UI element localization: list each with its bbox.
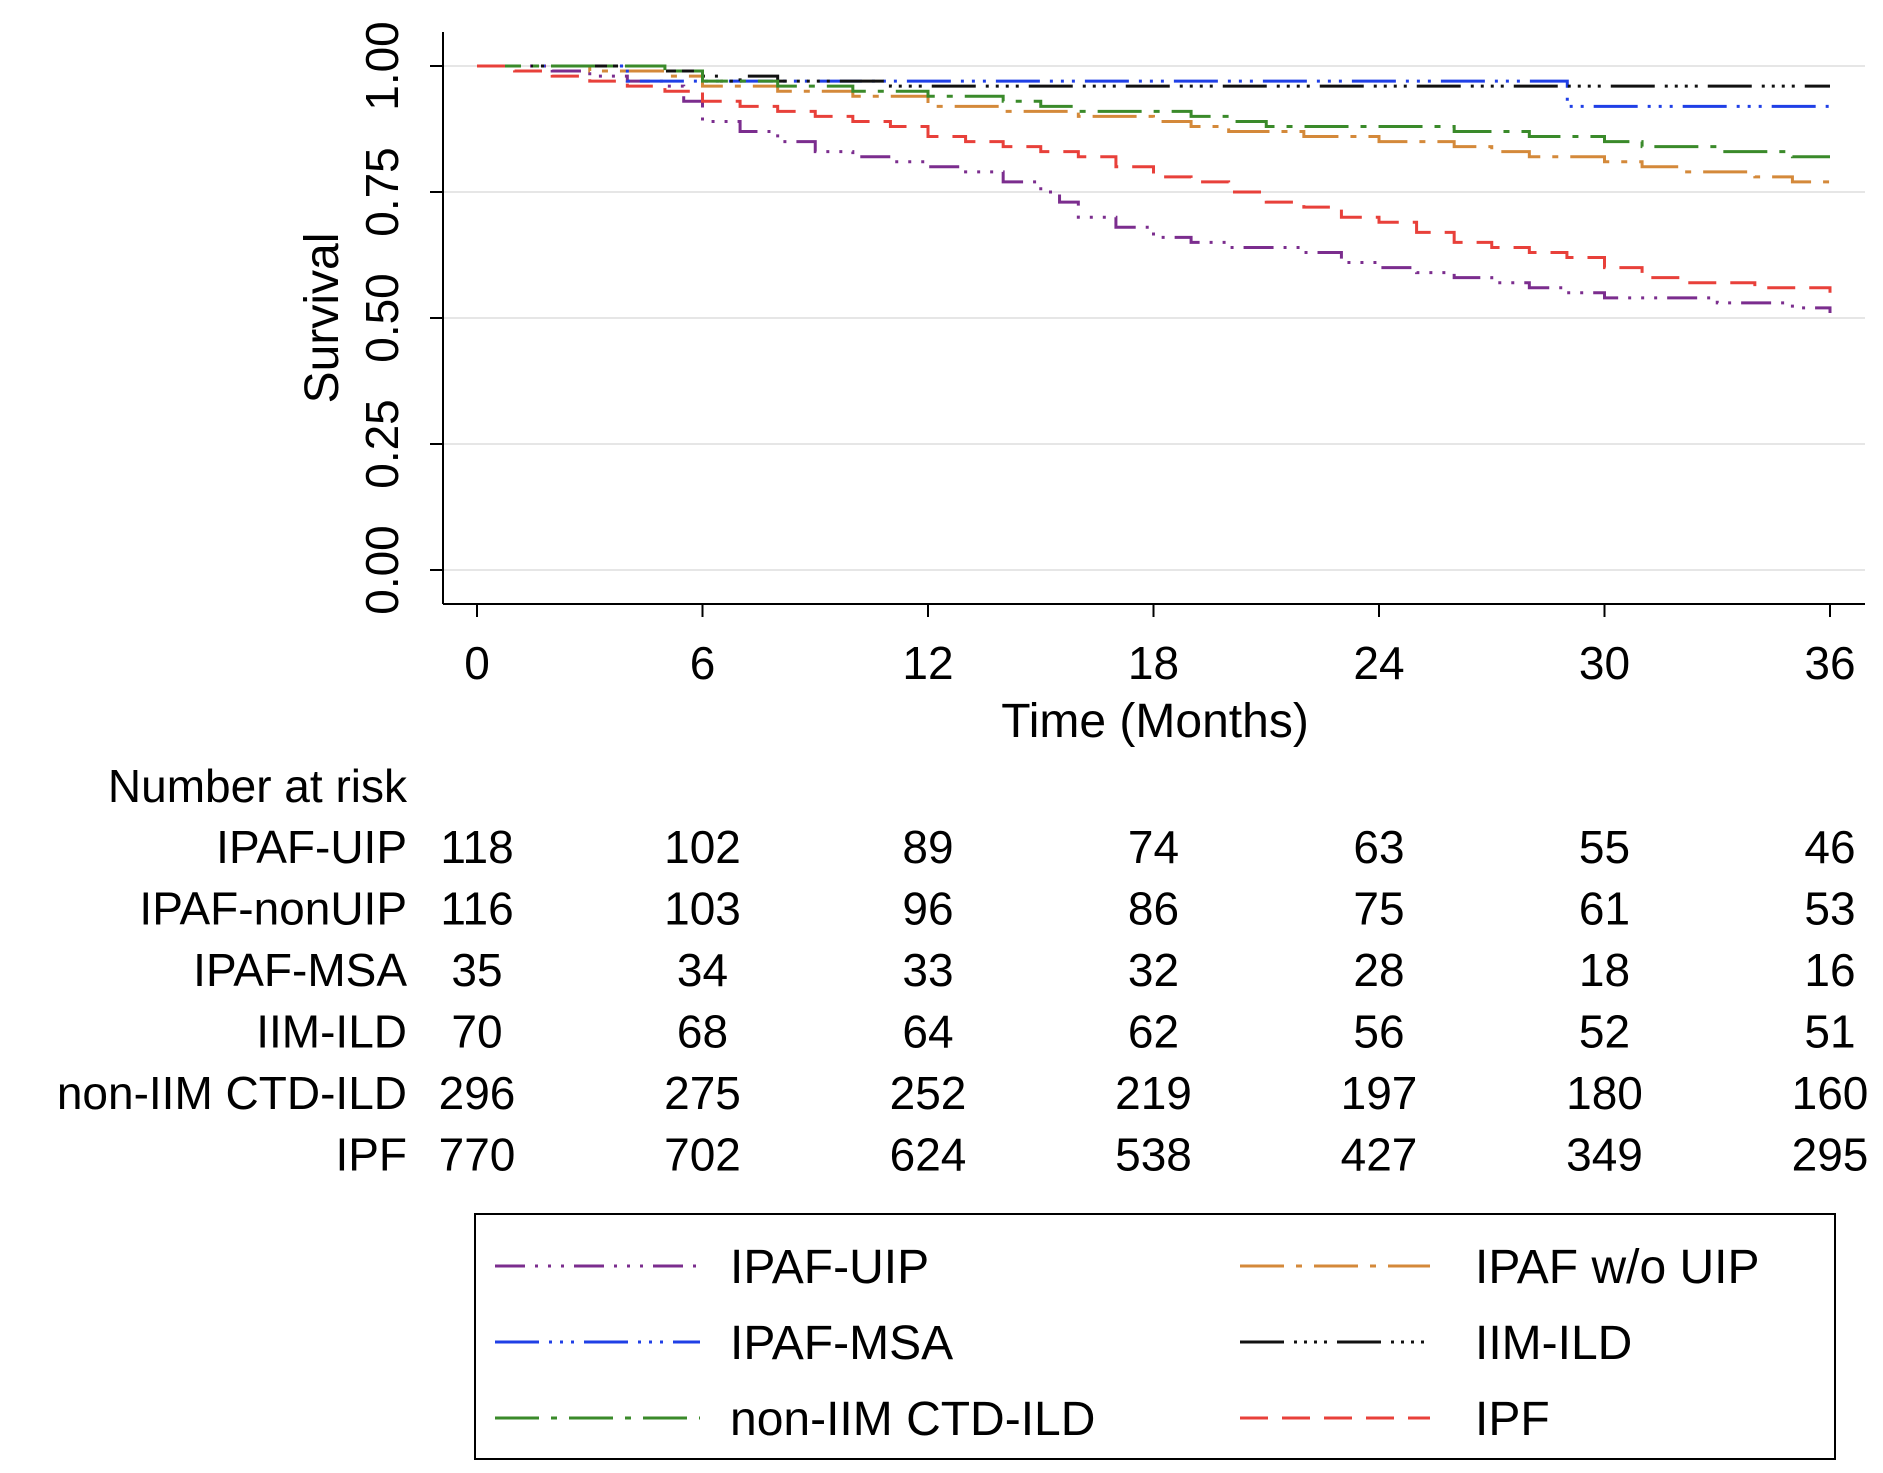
risk-row-label-2: IPAF-MSA — [193, 944, 407, 996]
legend-label-4: non-IIM CTD-ILD — [730, 1393, 1095, 1446]
risk-value-4-3: 219 — [1115, 1067, 1192, 1119]
risk-value-5-2: 624 — [890, 1129, 967, 1181]
risk-value-0-2: 89 — [902, 821, 953, 873]
number-at-risk-table: Number at risk IPAF-UIP 118 102 89 74 63 55 46 I… — [57, 760, 1869, 1181]
curve-ipaf-uip — [477, 64, 1832, 313]
risk-value-5-3: 538 — [1115, 1129, 1192, 1181]
legend-label-3: IIM-ILD — [1475, 1317, 1632, 1370]
risk-value-4-1: 275 — [664, 1067, 741, 1119]
risk-value-2-0: 35 — [451, 944, 502, 996]
risk-value-0-3: 74 — [1128, 821, 1179, 873]
risk-value-0-6: 46 — [1804, 821, 1855, 873]
x-tick-label-0: 0 — [464, 637, 490, 689]
x-tick-label-2: 12 — [902, 637, 953, 689]
legend-label-2: IPAF-MSA — [730, 1317, 953, 1370]
risk-value-2-4: 28 — [1353, 944, 1404, 996]
x-tick-label-1: 6 — [690, 637, 716, 689]
y-tick-label-0: 0.00 — [356, 525, 408, 615]
x-tick-label-6: 36 — [1804, 637, 1855, 689]
curve-ipaf-w-o-uip — [477, 64, 1832, 187]
y-ticks: 0.00 0.25 0.50 0.75 1.00 — [356, 21, 443, 615]
risk-value-2-1: 34 — [677, 944, 728, 996]
risk-value-5-6: 295 — [1792, 1129, 1869, 1181]
legend-box — [474, 1213, 1836, 1460]
risk-value-0-5: 55 — [1579, 821, 1630, 873]
risk-table-title: Number at risk — [108, 760, 408, 812]
risk-value-4-5: 180 — [1566, 1067, 1643, 1119]
risk-value-4-0: 296 — [439, 1067, 516, 1119]
y-tick-label-4: 1.00 — [356, 21, 408, 111]
risk-value-2-2: 33 — [902, 944, 953, 996]
risk-value-2-5: 18 — [1579, 944, 1630, 996]
risk-value-1-6: 53 — [1804, 883, 1855, 935]
risk-row-label-0: IPAF-UIP — [216, 821, 407, 873]
risk-value-1-2: 96 — [902, 883, 953, 935]
legend-label-1: IPAF w/o UIP — [1475, 1241, 1760, 1294]
curve-ipf — [477, 64, 1832, 293]
risk-value-3-4: 56 — [1353, 1006, 1404, 1058]
risk-row-label-3: IIM-ILD — [256, 1006, 407, 1058]
x-tick-label-5: 30 — [1579, 637, 1630, 689]
x-tick-label-4: 24 — [1353, 637, 1404, 689]
risk-value-3-5: 52 — [1579, 1006, 1630, 1058]
risk-value-5-0: 770 — [439, 1129, 516, 1181]
risk-value-4-2: 252 — [890, 1067, 967, 1119]
y-tick-label-2: 0.50 — [356, 273, 408, 363]
x-tick-label-3: 18 — [1128, 637, 1179, 689]
survival-curves — [477, 64, 1832, 313]
y-axis-title: Survival — [296, 233, 349, 404]
risk-value-2-3: 32 — [1128, 944, 1179, 996]
gridlines — [444, 65, 1865, 571]
risk-row-label-1: IPAF-nonUIP — [139, 883, 407, 935]
legend-label-0: IPAF-UIP — [730, 1241, 929, 1294]
risk-value-1-1: 103 — [664, 883, 741, 935]
risk-value-0-4: 63 — [1353, 821, 1404, 873]
y-tick-label-1: 0.25 — [356, 399, 408, 489]
risk-value-5-5: 349 — [1566, 1129, 1643, 1181]
risk-row-label-4: non-IIM CTD-ILD — [57, 1067, 407, 1119]
risk-value-0-1: 102 — [664, 821, 741, 873]
risk-value-5-4: 427 — [1341, 1129, 1418, 1181]
risk-value-3-6: 51 — [1804, 1006, 1855, 1058]
curve-iim-ild — [477, 64, 1830, 88]
risk-value-5-1: 702 — [664, 1129, 741, 1181]
risk-value-4-6: 160 — [1792, 1067, 1869, 1119]
x-axis-title: Time (Months) — [1001, 695, 1309, 748]
risk-row-label-5: IPF — [335, 1129, 407, 1181]
x-ticks: 0 6 12 18 24 30 36 — [464, 604, 1856, 689]
legend-label-5: IPF — [1475, 1393, 1550, 1446]
risk-value-0-0: 118 — [440, 821, 513, 873]
y-tick-label-3: 0.75 — [356, 147, 408, 237]
risk-value-1-4: 75 — [1353, 883, 1404, 935]
risk-value-2-6: 16 — [1804, 944, 1855, 996]
legend: IPAF-UIP IPAF w/o UIP IPAF-MSA IIM-ILD non-I… — [474, 1213, 1836, 1460]
risk-value-1-0: 116 — [440, 883, 513, 935]
risk-value-3-1: 68 — [677, 1006, 728, 1058]
risk-value-3-3: 62 — [1128, 1006, 1179, 1058]
risk-value-4-4: 197 — [1341, 1067, 1418, 1119]
risk-value-1-5: 61 — [1579, 883, 1630, 935]
curve-non-iim-ctd-ild — [477, 64, 1830, 159]
risk-value-3-2: 64 — [902, 1006, 953, 1058]
risk-value-3-0: 70 — [451, 1006, 502, 1058]
risk-value-1-3: 86 — [1128, 883, 1179, 935]
